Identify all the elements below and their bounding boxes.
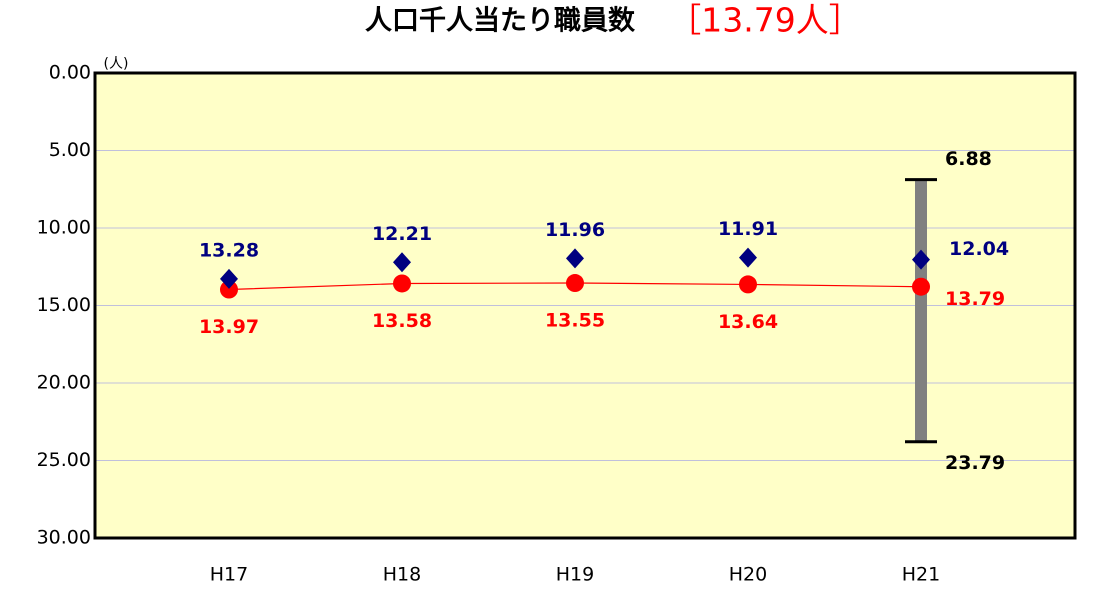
point	[393, 252, 411, 273]
point	[912, 249, 930, 270]
y-unit: (人)	[104, 56, 129, 72]
point	[566, 274, 584, 293]
range-label: 23.79	[945, 452, 1005, 474]
x-tick-label: H17	[210, 564, 248, 586]
point	[220, 280, 238, 299]
point	[912, 277, 930, 296]
data-label: 12.21	[372, 223, 432, 245]
data-label: 12.04	[949, 238, 1009, 260]
range-bar	[915, 179, 927, 442]
y-tick-label: 20.00	[37, 372, 91, 394]
point	[393, 274, 411, 293]
data-label: 13.58	[372, 310, 432, 332]
y-tick-label: 10.00	[37, 217, 91, 239]
data-label: 11.91	[718, 218, 778, 240]
x-tick-label: H18	[383, 564, 421, 586]
y-tick-label: 15.00	[37, 294, 91, 316]
chart-title: 人口千人当たり職員数	[365, 6, 636, 37]
data-label: 13.28	[199, 239, 259, 261]
y-tick-label: 30.00	[37, 527, 91, 549]
point	[739, 247, 757, 268]
plot-border	[93, 71, 1077, 540]
data-label: 13.97	[199, 316, 259, 338]
data-label: 11.96	[545, 219, 605, 241]
y-tick-label: 25.00	[37, 449, 91, 471]
x-tick-label: H19	[556, 564, 594, 586]
point	[220, 268, 238, 289]
point	[566, 248, 584, 269]
x-tick-label: H20	[729, 564, 767, 586]
point	[739, 275, 757, 294]
data-label: 13.64	[718, 311, 778, 333]
range-label: 6.88	[945, 148, 992, 170]
data-label: 13.55	[545, 310, 605, 332]
y-tick-label: 5.00	[49, 139, 91, 161]
y-tick-label: 0.00	[49, 62, 91, 84]
chart-title-value: ［13.79人］	[668, 1, 861, 40]
data-label: 13.79	[945, 288, 1005, 310]
x-tick-label: H21	[902, 564, 940, 586]
